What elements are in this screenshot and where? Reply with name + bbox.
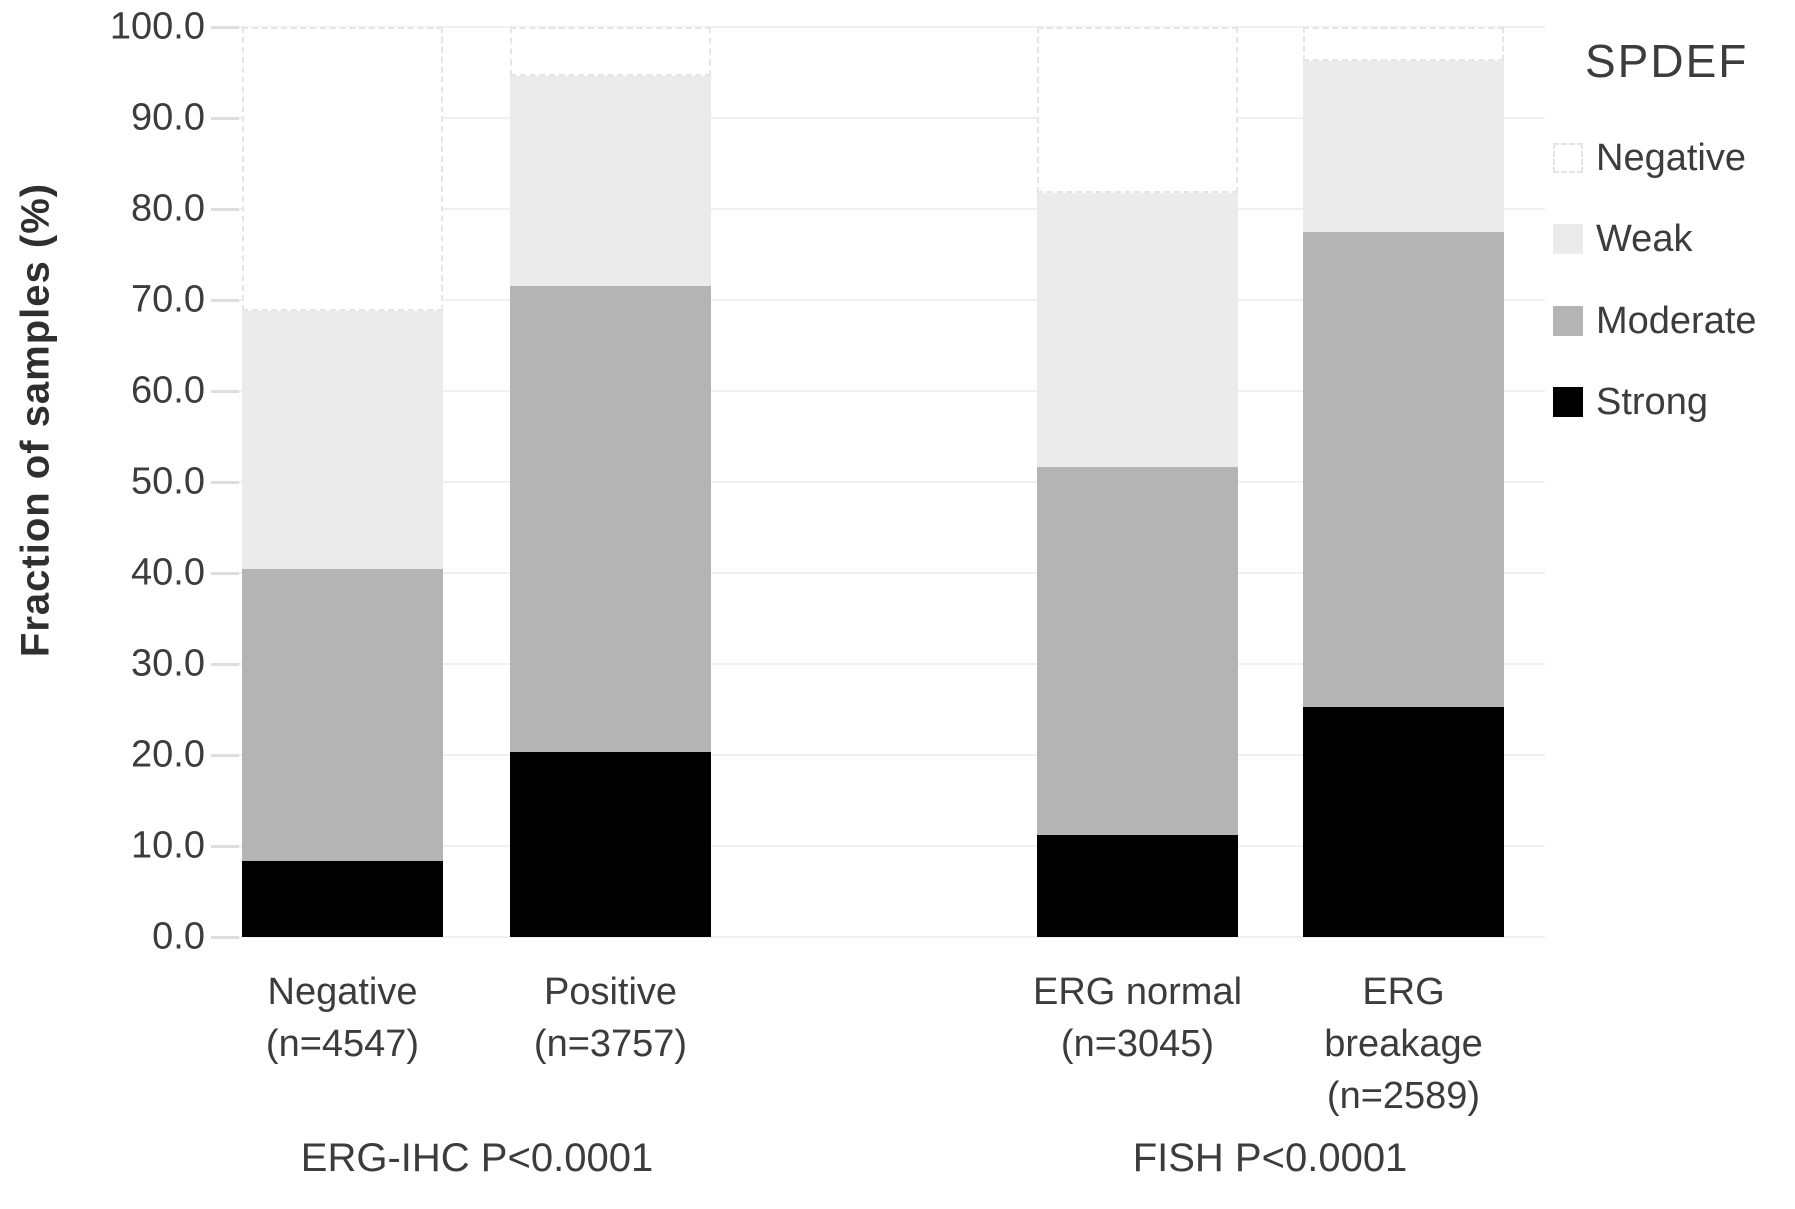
bar-segment-erg-ihc-positive-negative [510, 27, 711, 77]
y-tick-label: 0.0 [152, 915, 205, 958]
bar-segment-fish-erg-breakage-negative [1303, 27, 1504, 61]
x-axis-label-fish-erg-breakage-line1: ERG [1362, 971, 1445, 1013]
y-tick-label: 40.0 [131, 551, 205, 594]
bar-segment-fish-erg-normal-negative [1037, 27, 1238, 193]
legend-label: Moderate [1596, 299, 1757, 342]
group-annotation-fish: FISH P<0.0001 [1132, 1136, 1408, 1180]
x-axis-label-fish-erg-breakage-line2: breakage [1324, 1023, 1483, 1065]
bar-segment-fish-erg-normal-moderate [1037, 467, 1238, 836]
bar-segment-fish-erg-normal-strong [1037, 835, 1238, 937]
y-tick-mark [211, 481, 239, 484]
bar-segment-erg-ihc-positive-strong [510, 752, 711, 937]
y-tick-label: 100.0 [109, 5, 205, 48]
legend-swatch-negative [1553, 143, 1583, 173]
y-tick-mark [211, 845, 239, 848]
y-tick-label: 50.0 [131, 460, 205, 503]
gridline-80 [215, 208, 1545, 210]
bar-segment-erg-ihc-positive-weak [510, 76, 711, 287]
y-tick-label: 30.0 [131, 642, 205, 685]
gridline-10 [215, 845, 1545, 847]
x-axis-label-fish-erg-normal-line1: ERG normal [1032, 971, 1243, 1013]
bar-segment-fish-erg-breakage-moderate [1303, 231, 1504, 707]
legend-item-negative: Negative [1553, 137, 1746, 179]
gridline-100 [215, 26, 1545, 28]
x-axis-label-erg-ihc-negative-line1: Negative [267, 971, 418, 1013]
x-axis-label-erg-ihc-positive-line1: Positive [543, 971, 678, 1013]
gridline-50 [215, 481, 1545, 483]
x-axis-label-fish-erg-breakage-line3: (n=2589) [1326, 1075, 1481, 1117]
y-tick-mark [211, 663, 239, 666]
legend-swatch-strong [1553, 387, 1583, 417]
bar-segment-fish-erg-normal-weak [1037, 192, 1238, 468]
x-axis-label-erg-ihc-positive-line2: (n=3757) [533, 1023, 688, 1065]
y-tick-label: 90.0 [131, 96, 205, 139]
bar-segment-fish-erg-breakage-strong [1303, 706, 1504, 937]
y-tick-mark [211, 26, 239, 29]
group-annotation-erg-ihc: ERG-IHC P<0.0001 [300, 1136, 654, 1180]
legend-item-strong: Strong [1553, 381, 1708, 423]
legend-label: Strong [1596, 380, 1708, 423]
bar-segment-fish-erg-breakage-weak [1303, 60, 1504, 232]
y-tick-mark [211, 117, 239, 120]
gridline-30 [215, 663, 1545, 665]
y-tick-mark [211, 936, 239, 939]
gridline-70 [215, 299, 1545, 301]
gridline-0 [215, 936, 1545, 938]
gridline-60 [215, 390, 1545, 392]
y-tick-label: 80.0 [131, 187, 205, 230]
y-tick-label: 10.0 [131, 824, 205, 867]
y-tick-mark [211, 208, 239, 211]
bar-segment-erg-ihc-positive-moderate [510, 286, 711, 753]
y-tick-mark [211, 390, 239, 393]
legend-item-moderate: Moderate [1553, 300, 1757, 342]
bar-segment-erg-ihc-negative-weak [242, 310, 443, 570]
bar-segment-erg-ihc-negative-moderate [242, 569, 443, 861]
legend-label: Negative [1596, 136, 1746, 179]
y-tick-label: 70.0 [131, 278, 205, 321]
gridline-90 [215, 117, 1545, 119]
x-axis-label-erg-ihc-negative-line2: (n=4547) [265, 1023, 420, 1065]
legend-swatch-moderate [1553, 306, 1583, 336]
legend-label: Weak [1596, 217, 1693, 260]
y-tick-label: 60.0 [131, 369, 205, 412]
gridline-40 [215, 572, 1545, 574]
y-tick-mark [211, 754, 239, 757]
legend-item-weak: Weak [1553, 218, 1692, 260]
gridline-20 [215, 754, 1545, 756]
x-axis-label-fish-erg-normal-line2: (n=3045) [1060, 1023, 1215, 1065]
bar-segment-erg-ihc-negative-strong [242, 860, 443, 937]
y-tick-mark [211, 572, 239, 575]
bar-segment-erg-ihc-negative-negative [242, 27, 443, 311]
y-tick-mark [211, 299, 239, 302]
legend-title: SPDEF [1585, 35, 1749, 87]
legend-swatch-weak [1553, 224, 1583, 254]
y-tick-label: 20.0 [131, 733, 205, 776]
